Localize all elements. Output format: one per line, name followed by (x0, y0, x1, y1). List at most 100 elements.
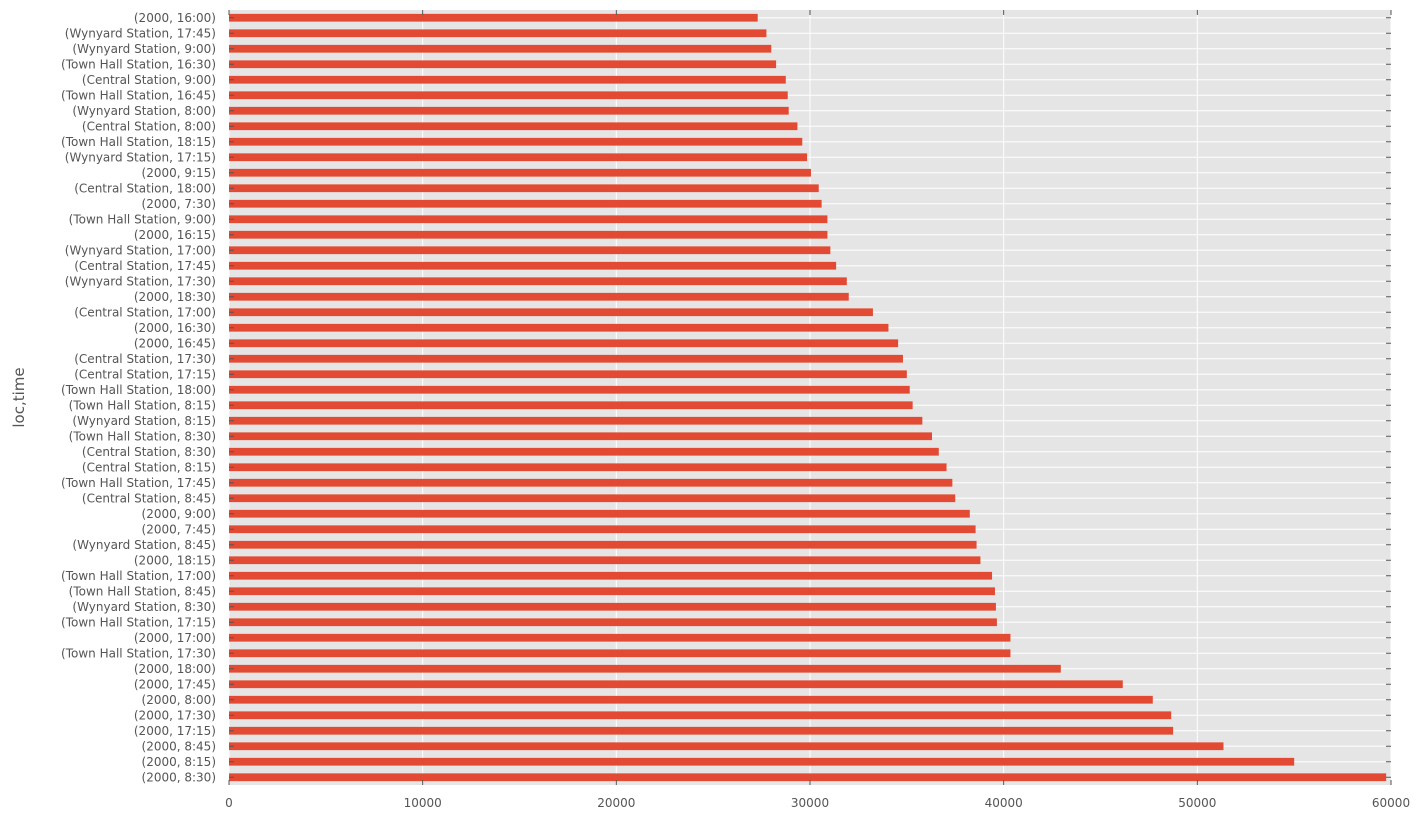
bar (229, 525, 976, 534)
y-tick-label: (Central Station, 17:45) (74, 259, 216, 273)
y-tick-label: (2000, 17:30) (134, 708, 216, 722)
y-tick-label: (Central Station, 8:45) (82, 491, 216, 505)
bar (229, 432, 933, 441)
y-tick-label: (Town Hall Station, 9:00) (69, 212, 216, 226)
bar (229, 91, 788, 100)
bar (229, 308, 873, 317)
bar (229, 556, 981, 565)
y-tick-label: (Wynyard Station, 8:30) (72, 600, 216, 614)
y-tick-label: (2000, 18:30) (134, 290, 216, 304)
x-tick-label: 0 (225, 796, 233, 810)
y-tick-label: (2000, 18:15) (134, 553, 216, 567)
y-tick-label: (Central Station, 8:15) (82, 460, 216, 474)
y-tick-label: (Wynyard Station, 8:15) (72, 414, 216, 428)
bar (229, 773, 1387, 782)
y-tick-label: (Wynyard Station, 17:00) (65, 243, 216, 257)
y-tick-label: (2000, 16:30) (134, 321, 216, 335)
bar (229, 106, 789, 115)
y-tick-label: (Town Hall Station, 17:00) (61, 569, 216, 583)
bar (229, 478, 953, 487)
x-tick-label: 50000 (1178, 796, 1216, 810)
bar (229, 587, 995, 596)
y-tick-label: (2000, 16:45) (134, 336, 216, 350)
bar (229, 292, 849, 301)
bar (229, 726, 1174, 735)
bar (229, 323, 889, 332)
bars (229, 13, 1387, 782)
y-tick-label: (2000, 9:15) (142, 166, 216, 180)
x-tick-label: 40000 (985, 796, 1023, 810)
y-tick-label: (2000, 7:45) (142, 522, 216, 536)
y-tick-label: (2000, 8:30) (142, 770, 216, 784)
bar (229, 695, 1153, 704)
y-tick-label: (Central Station, 17:00) (74, 305, 216, 319)
bar (229, 75, 786, 84)
x-tick-label: 20000 (597, 796, 635, 810)
x-tick-label: 60000 (1372, 796, 1410, 810)
bar (229, 633, 1011, 642)
y-tick-label: (Town Hall Station, 8:15) (69, 398, 216, 412)
y-tick-label: (Wynyard Station, 8:45) (72, 538, 216, 552)
y-tick-label: (Central Station, 9:00) (82, 73, 216, 87)
bar (229, 60, 777, 69)
bar (229, 711, 1172, 720)
x-tick-label: 10000 (404, 796, 442, 810)
bar (229, 494, 956, 503)
y-tick-label: (2000, 8:45) (142, 739, 216, 753)
y-tick-label: (Town Hall Station, 18:00) (61, 383, 216, 397)
y-tick-label: (Central Station, 18:00) (74, 181, 216, 195)
bar (229, 757, 1295, 766)
y-tick-label: (Central Station, 8:30) (82, 445, 216, 459)
bar (229, 277, 847, 286)
bar (229, 416, 923, 425)
axis-ticks (228, 10, 1392, 785)
y-axis-title: loc,time (10, 367, 28, 427)
y-tick-label: (2000, 16:15) (134, 228, 216, 242)
y-tick-label: (2000, 17:00) (134, 631, 216, 645)
y-tick-label: (2000, 18:00) (134, 662, 216, 676)
y-tick-label: (Wynyard Station, 9:00) (72, 42, 216, 56)
y-tick-label: (Town Hall Station, 17:15) (61, 615, 216, 629)
y-tick-label: (Town Hall Station, 17:45) (61, 476, 216, 490)
y-tick-label: (2000, 17:15) (134, 724, 216, 738)
bar (229, 44, 772, 53)
y-tick-label: (2000, 9:00) (142, 507, 216, 521)
y-tick-label: (2000, 8:00) (142, 693, 216, 707)
bar (229, 168, 811, 177)
bar (229, 199, 822, 208)
bar (229, 680, 1123, 689)
bar (229, 354, 903, 363)
x-axis-tick-labels: 0 10000 20000 30000 40000 50000 60000 (225, 796, 1410, 810)
y-tick-label: (Wynyard Station, 8:00) (72, 104, 216, 118)
bar (229, 618, 997, 627)
y-tick-label: (Town Hall Station, 16:30) (61, 57, 216, 71)
bar (229, 137, 803, 146)
bar (229, 153, 808, 162)
y-axis-tick-labels: (2000, 16:00)(Wynyard Station, 17:45) (Wy… (61, 11, 216, 785)
y-tick-label: (Town Hall Station, 18:15) (61, 135, 216, 149)
bar (229, 370, 907, 379)
bar (229, 13, 758, 22)
y-tick-label: (Central Station, 8:00) (82, 119, 216, 133)
bar (229, 509, 970, 518)
y-tick-label: (2000, 8:15) (142, 755, 216, 769)
bar (229, 742, 1224, 751)
y-tick-label: (Wynyard Station, 17:15) (65, 150, 216, 164)
bar (229, 463, 947, 472)
bar (229, 246, 831, 255)
bar (229, 261, 837, 270)
y-tick-label: (2000, 7:30) (142, 197, 216, 211)
y-tick-label: (Wynyard Station, 17:45) (65, 26, 216, 40)
bar (229, 339, 899, 348)
bar (229, 122, 798, 131)
y-tick-label: (Town Hall Station, 8:30) (69, 429, 216, 443)
y-tick-label: (2000, 17:45) (134, 677, 216, 691)
bar (229, 571, 993, 580)
bar (229, 602, 996, 611)
bar (229, 664, 1061, 673)
bar (229, 649, 1011, 658)
bar (229, 385, 910, 394)
y-tick-label: (2000, 16:00) (134, 11, 216, 25)
bar (229, 184, 819, 193)
